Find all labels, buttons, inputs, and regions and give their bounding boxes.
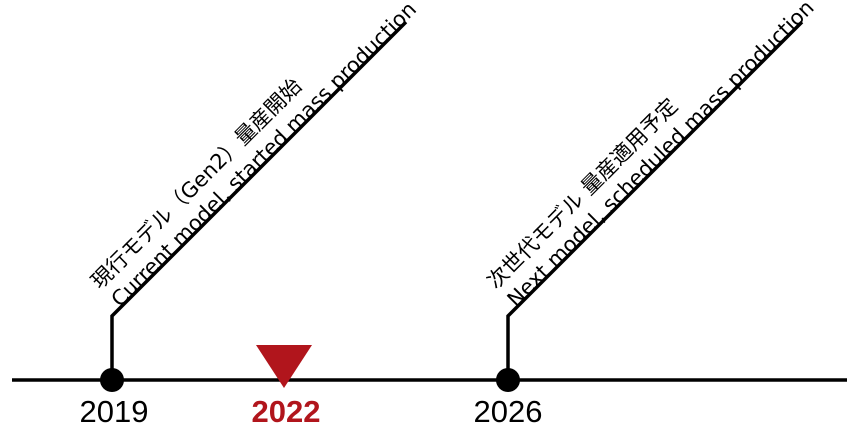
current-year-marker: 2022 — [252, 345, 321, 429]
milestone-label-jp: 現行モデル（Gen2）量産開始 — [87, 74, 307, 294]
milestone-dot-icon — [496, 368, 520, 392]
milestone-2019: 現行モデル（Gen2）量産開始 Current model, started m… — [80, 0, 422, 429]
milestone-leader-line — [506, 20, 804, 380]
milestone-label-en: Next model, scheduled mass production — [503, 0, 819, 312]
milestone-leader-line — [110, 20, 408, 380]
milestone-label-en: Current model, started mass production — [107, 0, 422, 312]
milestone-2026: 次世代モデル 量産適用予定 Next model, scheduled mass… — [474, 0, 819, 429]
milestone-year: 2019 — [80, 394, 149, 429]
milestone-label-jp: 次世代モデル 量産適用予定 — [483, 94, 683, 294]
current-year-label: 2022 — [252, 394, 321, 429]
milestone-year: 2026 — [474, 394, 543, 429]
triangle-down-icon — [256, 345, 312, 388]
milestone-dot-icon — [100, 368, 124, 392]
